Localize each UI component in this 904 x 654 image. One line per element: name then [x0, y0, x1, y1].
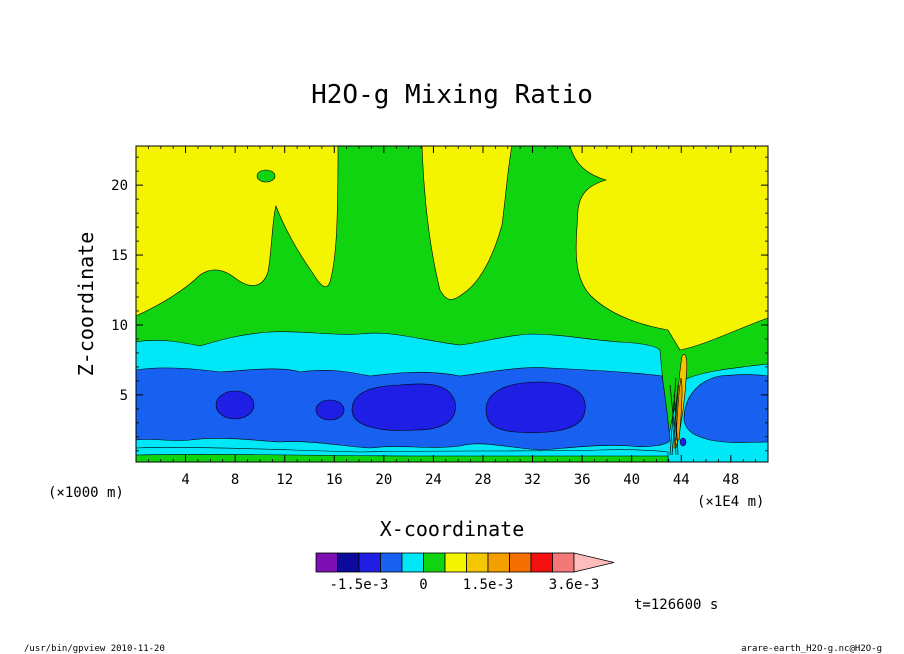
plot-frame: [135, 145, 769, 463]
contour-lower-green: [136, 454, 669, 462]
colorbar-box: [466, 552, 489, 573]
contour-tower-blob: [679, 437, 687, 447]
contour-core-4: [485, 381, 586, 433]
colorbar-box: [552, 552, 575, 573]
colorbar-extend-arrow: [573, 552, 615, 573]
colorbar-box: [401, 552, 424, 573]
colorbar: [315, 552, 615, 573]
contour-tower-red: [675, 377, 683, 441]
x-unit-left: (×1000 m): [48, 485, 124, 501]
colorbar-box: [444, 552, 467, 573]
footer-right: arare-earth_H2O-g.nc@H2O-g: [741, 644, 882, 654]
x-axis-ticks: 4 8 12 16 20 24 28 32 36 40 44 48: [147, 146, 757, 488]
x-tick-label: 4: [181, 472, 189, 488]
contour-green-island: [256, 169, 276, 183]
contour-core-2: [315, 399, 345, 421]
x-tick-label: 12: [276, 472, 293, 488]
colorbar-box: [530, 552, 553, 573]
colorbar-tick-label: -1.5e-3: [329, 577, 388, 593]
y-tick-label: 10: [111, 318, 128, 334]
colorbar-tick-label: 3.6e-3: [549, 577, 600, 593]
colorbar-labels: -1.5e-3 0 1.5e-3 3.6e-3: [329, 577, 599, 593]
contour-plot: [135, 145, 769, 463]
x-tick-label: 32: [524, 472, 541, 488]
x-tick-label: 48: [722, 472, 739, 488]
y-tick-label: 15: [111, 248, 128, 264]
x-tick-label: 44: [673, 472, 690, 488]
y-axis-label: Z-coordinate: [74, 232, 98, 377]
y-tick-label: 20: [111, 178, 128, 194]
x-tick-label: 16: [326, 472, 343, 488]
x-tick-label: 8: [231, 472, 239, 488]
contour-core-1: [215, 390, 255, 420]
chart-title: H2O-g Mixing Ratio: [311, 80, 593, 110]
colorbar-box: [380, 552, 403, 573]
colorbar-box: [337, 552, 360, 573]
x-unit-right: (×1E4 m): [697, 494, 764, 510]
contour-core-3: [351, 383, 456, 431]
colorbar-box: [315, 552, 338, 573]
y-tick-label: 5: [120, 388, 128, 404]
colorbar-box: [358, 552, 381, 573]
x-tick-label: 40: [623, 472, 640, 488]
colorbar-tick-label: 1.5e-3: [463, 577, 514, 593]
colorbar-tick-label: 0: [419, 577, 427, 593]
footer-left: /usr/bin/gpview 2010-11-20: [24, 644, 165, 654]
x-tick-label: 20: [375, 472, 392, 488]
x-tick-label: 28: [475, 472, 492, 488]
contour-tower-lines: [669, 377, 679, 456]
time-label: t=126600 s: [634, 597, 718, 613]
x-tick-label: 24: [425, 472, 442, 488]
colorbar-box: [487, 552, 510, 573]
x-tick-label: 36: [574, 472, 591, 488]
colorbar-box: [423, 552, 446, 573]
x-axis-label: X-coordinate: [380, 517, 525, 541]
y-axis-ticks: 5 10 15 20: [111, 156, 768, 452]
colorbar-box: [509, 552, 532, 573]
